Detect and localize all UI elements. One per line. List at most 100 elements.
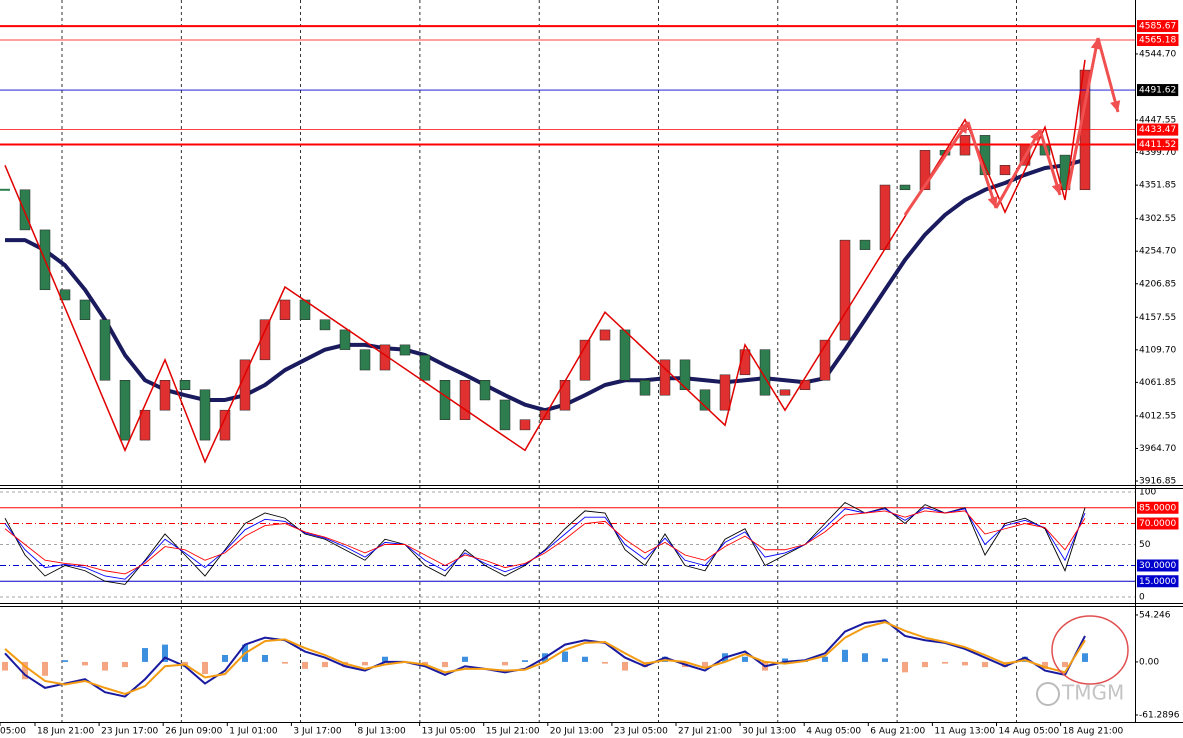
candle	[579, 339, 591, 381]
y-tick-label: 4109.70	[1139, 345, 1176, 355]
y-tick-label: 50	[1139, 540, 1151, 550]
candle	[359, 349, 371, 371]
y-tick-label: 4399.70	[1139, 148, 1176, 158]
x-tick-label: 1 Jul 01:00	[229, 727, 278, 737]
watermark-logo	[1036, 682, 1060, 706]
histogram-bar	[122, 661, 128, 668]
candle	[379, 344, 391, 371]
candle	[399, 344, 411, 356]
x-tick-label: 14 Aug 05:00	[999, 727, 1060, 737]
vertical-grid	[61, 0, 1017, 722]
histogram-bar	[742, 656, 748, 662]
price-level-label-box	[1137, 123, 1179, 136]
histogram-bar	[462, 656, 468, 662]
x-tick-label: 11 Aug 13:00	[934, 727, 995, 737]
x-tick-label: 23 Jul 05:00	[614, 727, 668, 737]
histogram-bar	[102, 661, 108, 671]
candle	[339, 329, 351, 350]
histogram-bar	[162, 644, 168, 662]
histogram-bar	[582, 656, 588, 662]
histogram-bar	[262, 654, 268, 662]
annotation-arrowhead	[957, 122, 968, 134]
oscillator-line	[4, 507, 1086, 580]
candle	[699, 389, 711, 411]
candle	[819, 339, 831, 381]
price-level-label-box	[1137, 138, 1179, 151]
histogram-bar	[782, 658, 788, 662]
oscillator-level-label-box	[1137, 559, 1179, 572]
candle	[199, 389, 211, 441]
zigzag	[4, 59, 1086, 464]
y-tick-label: 4351.85	[1139, 181, 1176, 191]
oscillator-level-label: 30.0000	[1139, 561, 1176, 571]
annotation-arrow	[903, 121, 970, 216]
y-tick-label: 4302.55	[1139, 214, 1176, 224]
price-level-label: 4565.18	[1139, 36, 1176, 46]
macd-line	[4, 621, 1086, 696]
x-tick-label: 18 Aug 21:00	[1063, 727, 1124, 737]
histogram-bar	[362, 661, 368, 666]
histogram-bar	[302, 661, 308, 669]
y-tick-label: 4157.55	[1139, 313, 1176, 323]
x-tick-label: 23 Jun 17:00	[101, 727, 158, 737]
histogram-bar	[882, 658, 888, 662]
x-tick-label: 26 Jun 09:00	[165, 727, 222, 737]
oscillator-line	[4, 501, 1086, 585]
candle	[219, 409, 231, 441]
annotation-arrowhead	[1110, 100, 1121, 112]
candle	[739, 349, 751, 376]
candle	[639, 379, 651, 396]
candle	[319, 319, 331, 331]
histogram-bar	[862, 653, 868, 662]
x-tick-label: 20 Jul 13:00	[550, 727, 604, 737]
candle	[839, 239, 851, 341]
annotation-arrowhead	[1030, 130, 1040, 142]
histogram-bar	[22, 661, 28, 680]
annotation-arrow	[1066, 37, 1100, 191]
histogram-bar	[42, 661, 48, 676]
oscillator-level-label: 85.0000	[1139, 503, 1176, 513]
y-tick-label: 4206.85	[1139, 279, 1176, 289]
histogram-bar	[982, 661, 988, 668]
macd-line	[4, 619, 1086, 698]
candle	[499, 399, 511, 431]
annotation-arrow	[1038, 129, 1062, 196]
candle	[919, 150, 931, 191]
candle	[79, 299, 91, 320]
candle	[519, 419, 531, 431]
histogram-bar	[1042, 661, 1048, 669]
x-tick-label: 3 Jul 17:00	[293, 727, 342, 737]
candle	[759, 349, 771, 396]
annotation-arrow	[966, 121, 998, 209]
y-tick-label: 4544.70	[1139, 49, 1176, 59]
oscillator-level-label: 70.0000	[1139, 519, 1176, 529]
candle	[179, 379, 191, 391]
price-level-label-box	[1137, 84, 1179, 97]
annotation-arrowhead	[1051, 183, 1062, 195]
oscillator-level-label-box	[1137, 575, 1179, 588]
histogram-bar	[942, 661, 948, 664]
candle	[259, 319, 271, 361]
candle	[139, 409, 151, 441]
histogram-bar	[702, 661, 708, 668]
candle	[979, 135, 991, 176]
histogram-bar	[282, 661, 288, 664]
highlight-circle	[1051, 615, 1129, 685]
price-level-label: 4433.47	[1139, 125, 1176, 135]
histogram-bar	[62, 660, 68, 662]
candle	[619, 329, 631, 381]
candle	[459, 379, 471, 420]
oscillator-level-label: 15.0000	[1139, 577, 1176, 587]
histogram-bar	[822, 656, 828, 662]
y-tick-label: 4447.55	[1139, 116, 1176, 126]
histogram-bar	[1082, 653, 1088, 662]
x-tick-label: 18 Jun 21:00	[37, 727, 94, 737]
y-tick-label: 4254.70	[1139, 247, 1176, 257]
histogram-bar	[322, 661, 328, 668]
histogram-bar	[442, 661, 448, 668]
candle	[999, 165, 1011, 176]
candle	[879, 184, 891, 250]
x-tick-label: 15 Jul 21:00	[486, 727, 540, 737]
